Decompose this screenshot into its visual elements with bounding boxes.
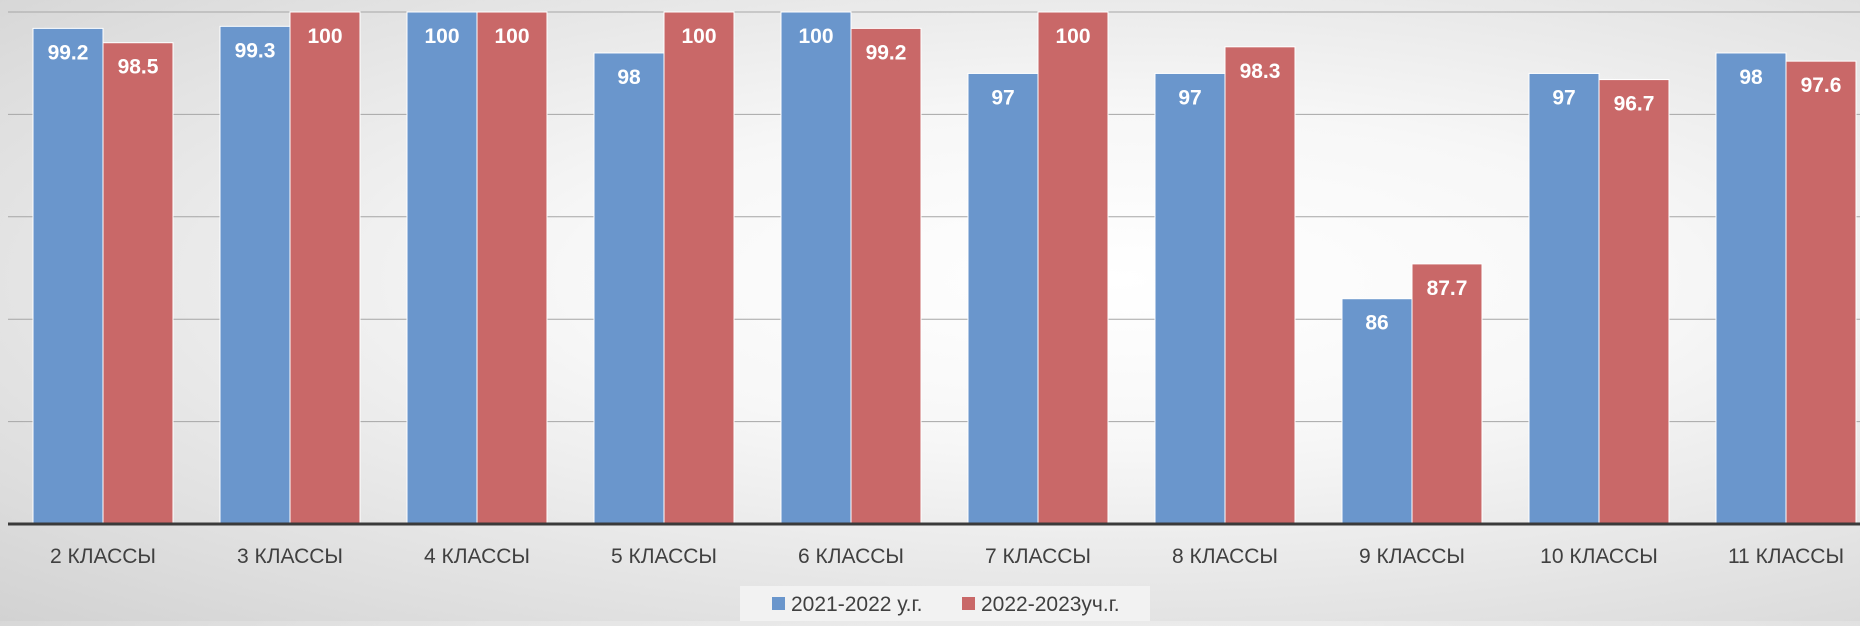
legend-label-2021-2022: 2021-2022 у.г. xyxy=(791,593,922,616)
data-label: 100 xyxy=(798,25,833,48)
data-label: 87.7 xyxy=(1427,277,1468,300)
legend-label-2022-2023: 2022-2023уч.г. xyxy=(981,593,1120,616)
bar-2022-2023 xyxy=(1598,79,1670,525)
data-label: 98.3 xyxy=(1240,60,1281,83)
data-label: 99.3 xyxy=(235,39,276,62)
data-label: 100 xyxy=(681,25,716,48)
data-label: 98 xyxy=(617,66,641,89)
bar-2022-2023 xyxy=(1411,263,1483,525)
data-label: 97 xyxy=(1178,86,1201,109)
bar-2021-2022 xyxy=(967,72,1039,525)
x-tick-label: 2 КЛАССЫ xyxy=(50,545,156,568)
x-tick-label: 8 КЛАССЫ xyxy=(1172,545,1278,568)
data-label: 100 xyxy=(424,25,459,48)
x-tick-label: 4 КЛАССЫ xyxy=(424,545,530,568)
bar-2022-2023 xyxy=(1037,11,1109,525)
data-label: 86 xyxy=(1365,312,1388,335)
data-label: 97.6 xyxy=(1801,74,1842,97)
bar-2021-2022 xyxy=(1715,52,1787,525)
bar-2022-2023 xyxy=(663,11,735,525)
bar-2022-2023 xyxy=(102,42,174,525)
data-label: 100 xyxy=(307,25,342,48)
x-tick-label: 11 КЛАССЫ xyxy=(1728,545,1844,568)
data-label: 97 xyxy=(1552,86,1575,109)
x-tick-label: 9 КЛАССЫ xyxy=(1359,545,1465,568)
x-tick-label: 6 КЛАССЫ xyxy=(798,545,904,568)
bars xyxy=(32,11,1857,525)
data-label: 99.2 xyxy=(48,41,89,64)
x-tick-labels: 2 КЛАССЫ 3 КЛАССЫ 4 КЛАССЫ 5 КЛАССЫ 6 КЛАССЫ… xyxy=(50,545,1844,568)
data-label: 100 xyxy=(1055,25,1090,48)
legend-swatch-2022-2023 xyxy=(962,597,975,610)
bar-2022-2023 xyxy=(850,27,922,525)
bar-2021-2022 xyxy=(1154,72,1226,525)
data-label: 98.5 xyxy=(118,56,159,79)
data-label: 97 xyxy=(991,86,1014,109)
bar-2021-2022 xyxy=(1341,298,1413,525)
x-tick-label: 5 КЛАССЫ xyxy=(611,545,717,568)
bar-2021-2022 xyxy=(780,11,852,525)
x-tick-label: 3 КЛАССЫ xyxy=(237,545,343,568)
legend-background xyxy=(740,586,1150,621)
bar-2021-2022 xyxy=(406,11,478,525)
bar-2022-2023 xyxy=(289,11,361,525)
data-label: 96.7 xyxy=(1614,93,1655,116)
bar-2021-2022 xyxy=(593,52,665,525)
bar-2021-2022 xyxy=(1528,72,1600,525)
data-label: 98 xyxy=(1739,66,1763,89)
data-labels: 99.2 98.5 99.3 100 100 100 98 100 100 99.2 97 100 97… xyxy=(48,25,1842,335)
x-tick-label: 10 КЛАССЫ xyxy=(1540,545,1658,568)
bar-2022-2023 xyxy=(1785,60,1857,525)
legend: 2021-2022 у.г. 2022-2023уч.г. xyxy=(740,586,1150,621)
bar-2021-2022 xyxy=(219,25,291,525)
x-tick-label: 7 КЛАССЫ xyxy=(985,545,1091,568)
legend-swatch-2021-2022 xyxy=(772,597,785,610)
bar-2022-2023 xyxy=(1224,46,1296,525)
data-label: 100 xyxy=(494,25,529,48)
bar-2022-2023 xyxy=(476,11,548,525)
bar-2021-2022 xyxy=(32,27,104,525)
data-label: 99.2 xyxy=(866,41,907,64)
